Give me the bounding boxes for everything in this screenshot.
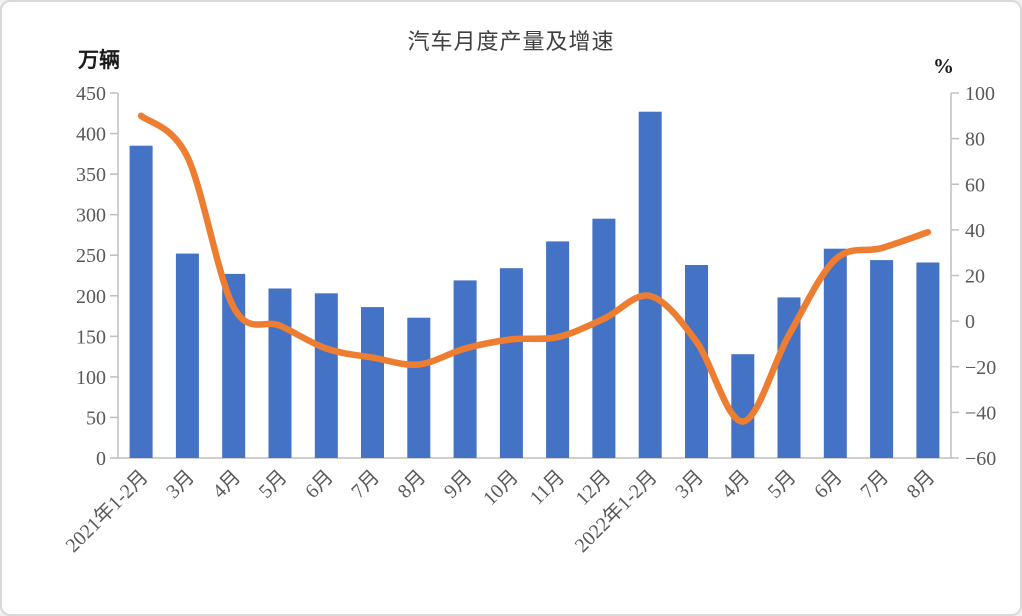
production-bar (361, 307, 384, 458)
x-category-label: 8月 (394, 466, 431, 503)
production-bar (916, 262, 940, 458)
x-category-label: 5月 (255, 466, 292, 503)
production-bar (870, 260, 894, 458)
left-axis-unit-label: 万辆 (78, 48, 120, 72)
right-axis-tick-label: 80 (965, 129, 985, 151)
production-bar (685, 265, 708, 458)
left-axis-tick-label: 50 (86, 407, 106, 429)
production-bar (823, 248, 847, 458)
right-axis-unit-label: % (933, 54, 954, 78)
chart-title: 汽车月度产量及增速 (407, 29, 615, 54)
left-axis-tick-label: 450 (76, 83, 106, 105)
right-axis-tick-label: 0 (965, 311, 975, 333)
right-axis-tick-label: 40 (965, 220, 985, 242)
x-category-label: 10月 (479, 466, 523, 510)
production-bar (499, 268, 523, 458)
x-category-label: 9月 (440, 466, 477, 503)
right-axis-tick-label: 100 (965, 83, 995, 105)
production-bar (129, 145, 153, 458)
x-category-label: 3月 (671, 466, 708, 503)
production-bar (731, 354, 755, 458)
production-bar (314, 293, 338, 458)
x-category-label: 8月 (903, 466, 940, 503)
left-axis-tick-label: 150 (76, 326, 106, 348)
x-category-label: 7月 (856, 466, 893, 503)
production-bar (546, 241, 570, 458)
x-category-label: 11月 (526, 466, 569, 509)
left-axis-tick-label: 200 (76, 286, 106, 308)
production-bar (268, 288, 292, 458)
right-axis-tick-label: 20 (965, 266, 985, 288)
x-category-label: 2021年1-2月 (61, 465, 153, 557)
x-category-label: 4月 (208, 466, 245, 503)
left-axis-tick-label: 300 (76, 205, 106, 227)
production-bar (453, 280, 477, 458)
x-category-label: 7月 (347, 466, 384, 503)
left-axis-tick-label: 250 (76, 245, 106, 267)
x-category-label: 2022年1-2月 (570, 465, 662, 557)
production-bar (175, 253, 199, 458)
x-category-label: 5月 (764, 466, 801, 503)
production-bar (407, 317, 431, 458)
left-axis-tick-label: 0 (96, 448, 106, 470)
left-axis-tick-label: 350 (76, 164, 106, 186)
x-category-label: 6月 (301, 466, 338, 503)
right-axis-tick-label: −60 (965, 448, 996, 470)
right-axis-tick-label: −40 (965, 402, 996, 424)
right-axis-tick-label: 60 (965, 174, 985, 196)
right-axis-tick-label: −20 (965, 357, 996, 379)
x-category-label: 6月 (810, 466, 847, 503)
production-bar (638, 111, 662, 458)
x-category-label: 3月 (162, 466, 199, 503)
growth-line (137, 112, 932, 425)
production-bar (592, 218, 616, 458)
x-category-label: 4月 (718, 466, 755, 503)
production-bar (777, 297, 801, 458)
left-axis-tick-label: 100 (76, 367, 106, 389)
left-axis-tick-label: 400 (76, 124, 106, 146)
